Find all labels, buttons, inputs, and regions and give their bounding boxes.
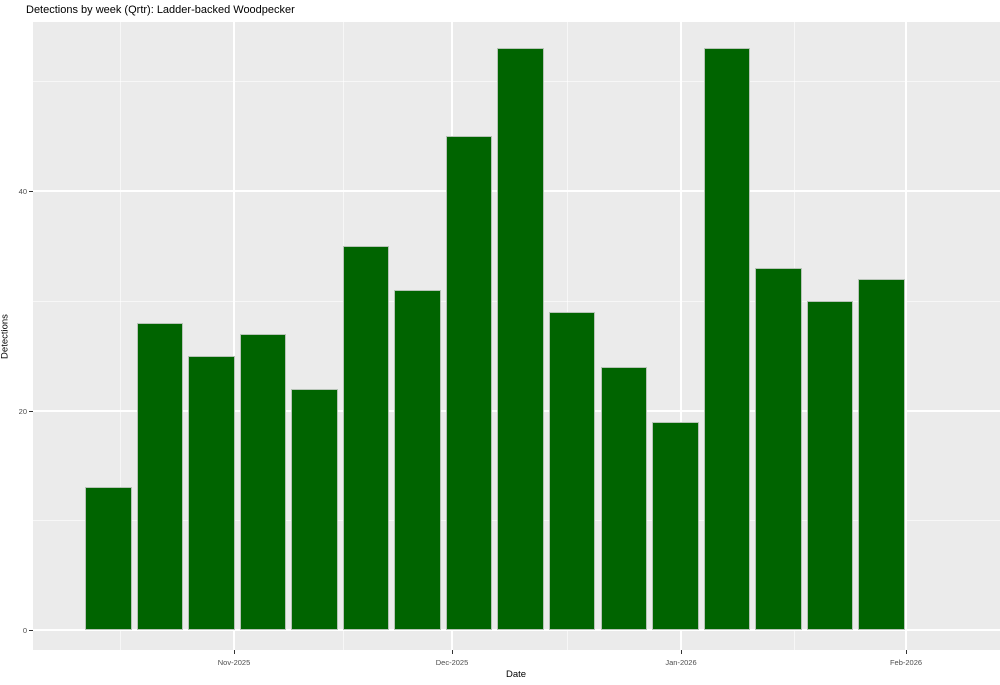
major-gridline-vertical bbox=[233, 22, 235, 650]
y-axis-tick-mark bbox=[29, 630, 33, 632]
x-axis-tick-label: Feb-2026 bbox=[889, 658, 923, 667]
bar bbox=[497, 48, 544, 631]
y-axis-tick-label: 40 bbox=[18, 187, 27, 196]
y-axis-tick-label: 0 bbox=[22, 626, 27, 636]
x-axis-tick-label: Jan-2026 bbox=[665, 658, 697, 667]
bar bbox=[239, 333, 287, 631]
y-axis-title: Detections bbox=[0, 314, 11, 359]
bar bbox=[548, 311, 596, 631]
y-axis-tick-mark bbox=[29, 410, 33, 412]
bar bbox=[188, 355, 235, 631]
x-axis-tick-mark bbox=[906, 650, 907, 654]
bar bbox=[85, 487, 132, 631]
x-axis-tick-label: Nov-2025 bbox=[217, 658, 251, 667]
x-axis-tick-mark bbox=[234, 650, 235, 654]
bar bbox=[394, 289, 441, 631]
plot-title: Detections by week (Qrtr): Ladder-backed… bbox=[26, 4, 295, 16]
bar bbox=[703, 48, 751, 631]
bar bbox=[600, 366, 647, 631]
x-axis-tick-mark bbox=[681, 650, 682, 654]
x-axis-tick-label: Dec-2025 bbox=[435, 658, 469, 667]
major-gridline-horizontal bbox=[33, 629, 1000, 632]
major-gridline-vertical bbox=[905, 22, 907, 650]
minor-gridline-vertical bbox=[120, 22, 121, 650]
y-axis-tick-label: 20 bbox=[18, 406, 27, 416]
bar bbox=[136, 322, 184, 631]
major-gridline-vertical bbox=[680, 22, 682, 650]
plot-panel bbox=[33, 22, 1000, 650]
y-axis-tick-mark bbox=[29, 191, 33, 192]
x-axis-title: Date bbox=[505, 669, 527, 680]
bar bbox=[652, 421, 699, 631]
x-axis-tick-mark bbox=[452, 650, 453, 654]
bar bbox=[445, 136, 493, 631]
bar bbox=[291, 388, 338, 631]
bar bbox=[806, 300, 854, 631]
bar bbox=[858, 278, 905, 631]
bar bbox=[342, 245, 390, 631]
bar bbox=[755, 267, 802, 631]
